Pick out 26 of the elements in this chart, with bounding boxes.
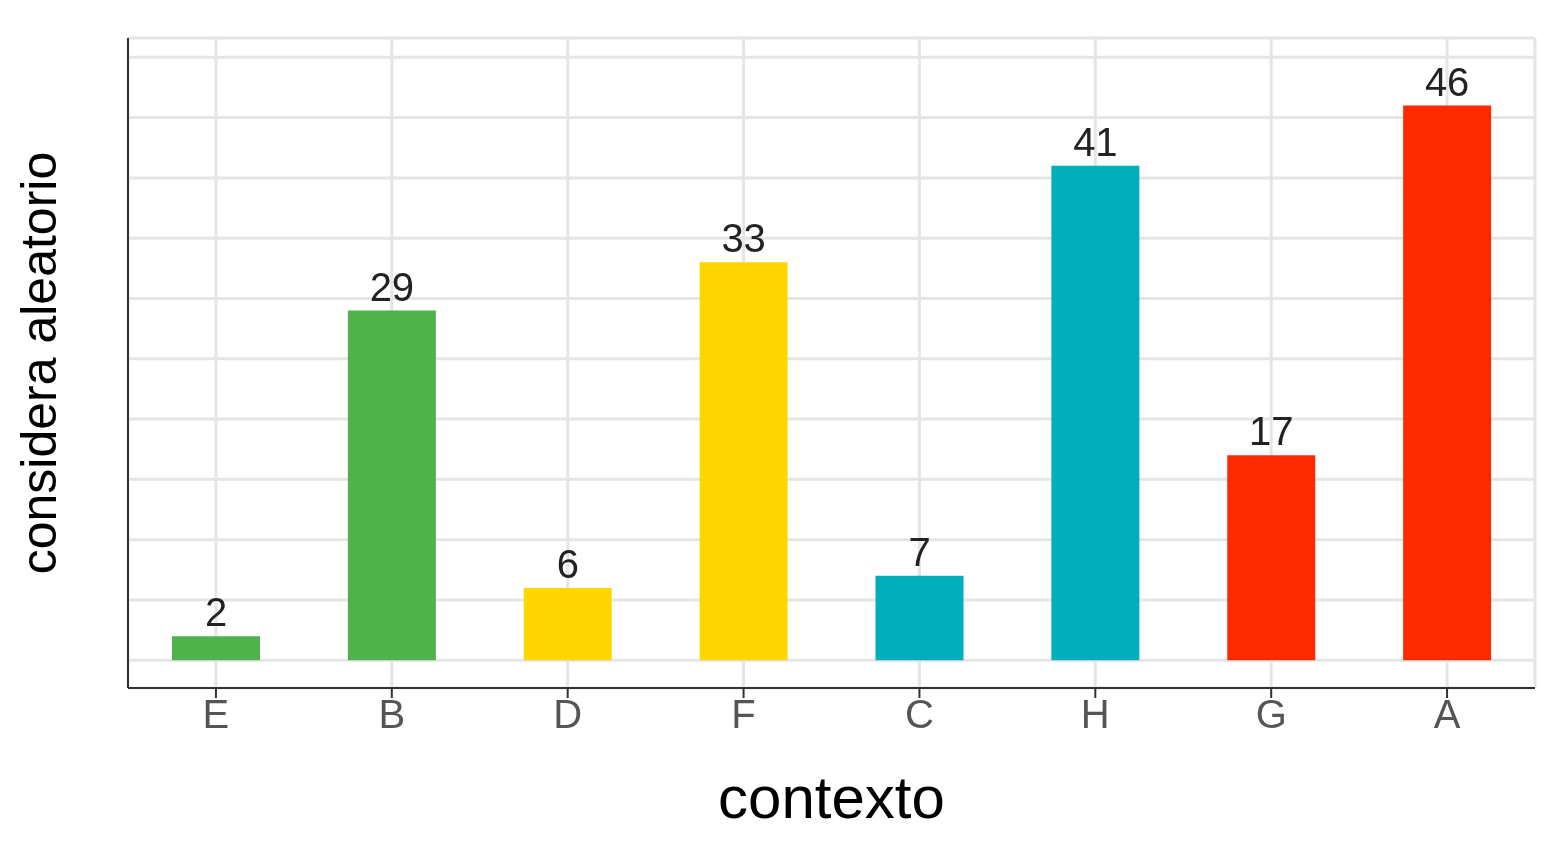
bar — [172, 636, 260, 661]
bar — [1227, 455, 1316, 661]
x-tick-label: A — [1433, 692, 1461, 737]
data-label: 29 — [369, 264, 415, 309]
data-label: 33 — [721, 216, 766, 261]
data-label: 46 — [1424, 59, 1470, 104]
data-label: 6 — [556, 541, 579, 586]
bar — [699, 262, 788, 661]
data-label: 17 — [1249, 409, 1294, 454]
x-tick-label: H — [1080, 692, 1110, 737]
x-tick-label: E — [202, 692, 230, 737]
data-label: 41 — [1073, 119, 1118, 164]
bar — [347, 310, 436, 661]
data-label: 7 — [908, 529, 931, 574]
x-tick-label: F — [731, 692, 756, 737]
bar — [1051, 165, 1140, 661]
bar — [1403, 105, 1492, 661]
bar — [875, 575, 964, 661]
data-label: 2 — [204, 590, 228, 635]
x-tick-label: D — [553, 692, 583, 737]
y-axis-title: considera aleatorio — [10, 151, 67, 575]
x-tick-label: C — [904, 692, 934, 737]
x-tick-label: G — [1255, 692, 1287, 737]
bar — [523, 587, 612, 661]
x-axis-title: contexto — [718, 764, 945, 831]
x-tick-label: B — [378, 692, 406, 737]
